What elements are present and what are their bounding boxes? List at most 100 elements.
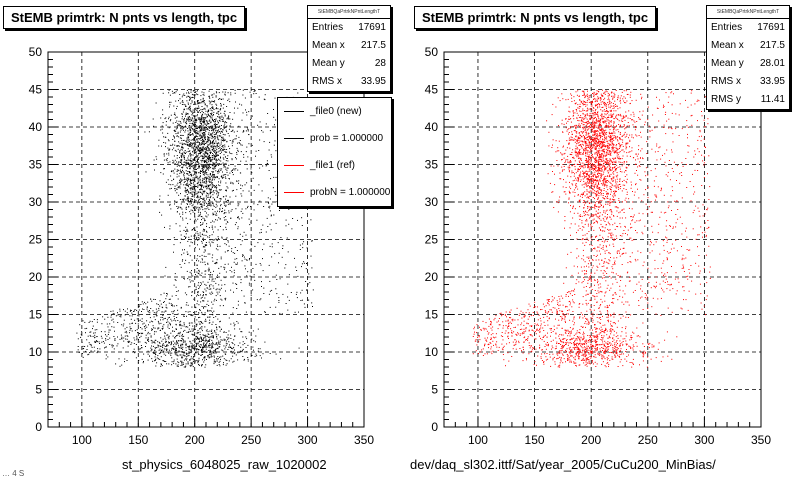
left-point	[142, 362, 144, 364]
right-point	[592, 197, 594, 198]
left-point	[214, 125, 216, 127]
left-point	[201, 207, 203, 209]
left-point	[241, 195, 243, 197]
left-point	[172, 347, 174, 349]
legend-entry: _file1 (ref)	[278, 152, 391, 179]
left-point	[278, 297, 280, 299]
left-point	[163, 318, 165, 320]
left-point	[209, 144, 211, 146]
left-point	[217, 195, 219, 197]
left-point	[214, 211, 216, 213]
left-point	[181, 179, 183, 181]
left-point	[226, 221, 228, 223]
left-point	[213, 205, 215, 207]
left-point	[201, 101, 203, 103]
left-point	[173, 315, 175, 317]
left-point	[196, 125, 198, 127]
left-point	[145, 346, 146, 347]
left-point	[215, 238, 217, 240]
left-point	[201, 155, 203, 157]
left-point	[208, 178, 210, 180]
left-point	[263, 293, 265, 294]
right-point	[600, 109, 602, 111]
left-point	[231, 271, 233, 273]
left-point	[201, 364, 203, 366]
left-point	[216, 191, 218, 193]
left-point	[203, 228, 204, 230]
left-point	[180, 171, 182, 173]
left-point	[205, 147, 206, 149]
left-point	[187, 185, 189, 186]
left-point	[227, 92, 229, 94]
left-point	[193, 124, 195, 126]
left-point	[213, 336, 214, 338]
left-point	[197, 90, 198, 92]
left-point	[228, 128, 230, 130]
left-point	[209, 137, 211, 139]
left-point	[170, 101, 172, 103]
left-point	[193, 348, 195, 350]
left-point	[262, 258, 263, 260]
left-point	[250, 279, 252, 281]
left-point	[140, 332, 142, 334]
right-point	[602, 347, 604, 349]
left-point	[190, 241, 192, 243]
left-point	[236, 147, 238, 149]
left-point	[207, 281, 209, 283]
right-point	[646, 296, 648, 298]
legend-box[interactable]: _file0 (new) prob = 1.000000 _file1 (ref…	[277, 97, 392, 207]
left-point	[172, 313, 174, 315]
left-point	[204, 148, 206, 150]
left-point	[187, 355, 189, 357]
left-point	[217, 193, 219, 195]
left-point	[257, 348, 259, 350]
left-point	[218, 98, 220, 100]
left-point	[183, 103, 185, 105]
left-point	[96, 340, 98, 342]
left-point	[151, 300, 153, 302]
left-point	[196, 108, 198, 110]
left-point	[174, 346, 176, 348]
left-point	[194, 235, 196, 237]
left-point	[209, 116, 211, 118]
left-point	[197, 136, 199, 138]
left-point	[169, 188, 171, 190]
left-point	[176, 341, 177, 343]
left-point	[205, 343, 207, 345]
left-point	[200, 224, 202, 226]
right-point	[511, 356, 513, 357]
left-stats-box[interactable]: StEMBQaPrtrkNPntLengthT Entries 17691 Mea…	[307, 5, 391, 92]
left-point	[209, 157, 211, 159]
left-point	[233, 339, 235, 341]
left-point	[216, 104, 218, 106]
left-point	[198, 260, 200, 262]
left-point	[175, 91, 177, 93]
left-point	[228, 145, 230, 147]
left-point	[194, 184, 196, 186]
legend-line-swatch	[284, 111, 304, 112]
left-point	[163, 155, 165, 157]
left-point	[203, 356, 205, 358]
left-point	[200, 137, 202, 139]
left-point	[220, 150, 222, 152]
left-point	[216, 136, 218, 138]
left-point	[251, 355, 253, 356]
left-point	[184, 126, 186, 128]
left-point	[124, 328, 126, 330]
left-point	[217, 334, 219, 336]
left-point	[224, 353, 226, 355]
left-point	[204, 107, 206, 109]
left-point	[198, 118, 200, 120]
left-point	[228, 116, 230, 118]
left-point	[154, 327, 156, 329]
left-point	[133, 348, 135, 350]
left-point	[242, 131, 244, 133]
left-point	[166, 319, 168, 321]
left-point	[185, 115, 186, 117]
right-point	[648, 125, 650, 127]
left-point	[252, 346, 254, 348]
right-point	[595, 109, 597, 110]
left-point	[205, 164, 207, 166]
left-point	[221, 177, 223, 179]
left-point	[200, 297, 202, 299]
